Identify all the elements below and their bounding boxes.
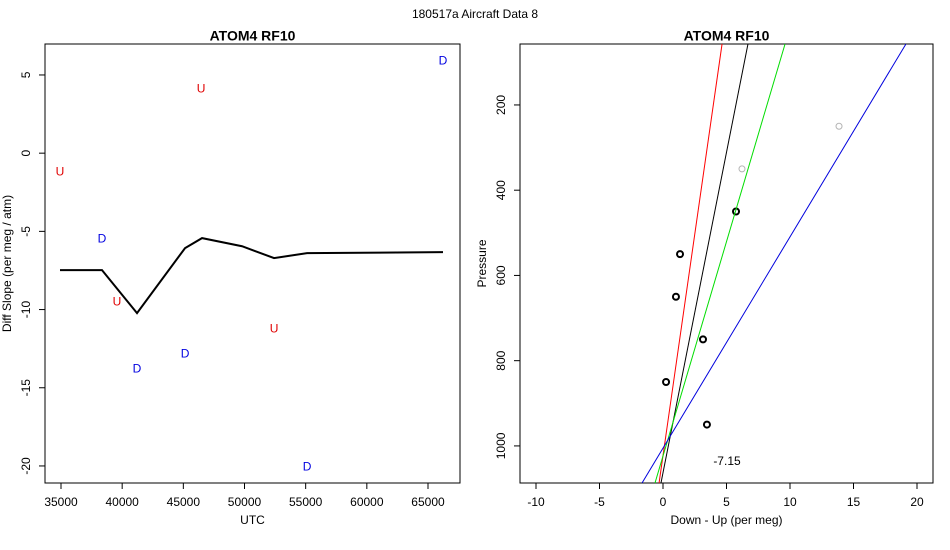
series-line — [59, 237, 444, 315]
x-tick-label: 5 — [723, 495, 730, 509]
y-axis-label: Diff Slope (per meg / atm) — [0, 195, 14, 332]
x-tick-label: 50000 — [228, 495, 262, 509]
x-tick-label: 10 — [783, 495, 797, 509]
annotation: -7.15 — [713, 454, 741, 468]
plot-frame — [519, 43, 934, 484]
series-line — [654, 43, 786, 484]
chart-title: ATOM4 RF10 — [684, 28, 770, 44]
x-tick-label: -10 — [527, 495, 545, 509]
series-line — [658, 43, 723, 484]
letter-point: D — [133, 361, 142, 375]
letter-point: U — [56, 164, 65, 178]
x-tick-label: 0 — [660, 495, 667, 509]
series-line — [641, 43, 907, 484]
letter-point: U — [197, 81, 206, 95]
y-tick-label: 0 — [19, 150, 33, 157]
x-tick-label: -5 — [594, 495, 605, 509]
y-tick-label: 5 — [19, 71, 33, 78]
y-tick-label: -15 — [19, 379, 33, 397]
y-tick-label: 800 — [494, 350, 508, 370]
series-line — [660, 43, 749, 484]
x-axis-label: Down - Up (per meg) — [670, 513, 782, 527]
point — [738, 165, 746, 173]
y-tick-label: 400 — [494, 180, 508, 200]
x-tick-label: 40000 — [105, 495, 139, 509]
point — [662, 377, 671, 386]
point — [835, 122, 843, 130]
x-axis-label: UTC — [240, 513, 265, 527]
point — [702, 420, 711, 429]
y-tick-label: 600 — [494, 265, 508, 285]
point — [671, 292, 680, 301]
letter-point: D — [98, 231, 107, 245]
letter-point: U — [270, 321, 279, 335]
x-tick-label: 65000 — [411, 495, 445, 509]
y-tick-label: -20 — [19, 457, 33, 475]
y-tick-label: -10 — [19, 301, 33, 319]
point — [676, 250, 685, 259]
y-tick-label: 1000 — [494, 432, 508, 459]
x-tick-label: 15 — [847, 495, 861, 509]
letter-point: D — [439, 53, 448, 67]
x-tick-label: 20 — [910, 495, 924, 509]
point — [699, 335, 708, 344]
figure-title: 180517a Aircraft Data 8 — [412, 7, 538, 21]
x-tick-label: 55000 — [289, 495, 323, 509]
x-tick-label: 35000 — [44, 495, 78, 509]
letter-point: D — [303, 459, 312, 473]
x-tick-label: 60000 — [350, 495, 384, 509]
letter-point: D — [181, 346, 190, 360]
letter-point: U — [113, 294, 122, 308]
plot-frame — [44, 43, 461, 484]
y-tick-label: 200 — [494, 95, 508, 115]
chart-title: ATOM4 RF10 — [210, 28, 296, 44]
x-tick-label: 45000 — [167, 495, 201, 509]
y-tick-label: -5 — [19, 226, 33, 237]
y-axis-label: Pressure — [475, 239, 489, 287]
